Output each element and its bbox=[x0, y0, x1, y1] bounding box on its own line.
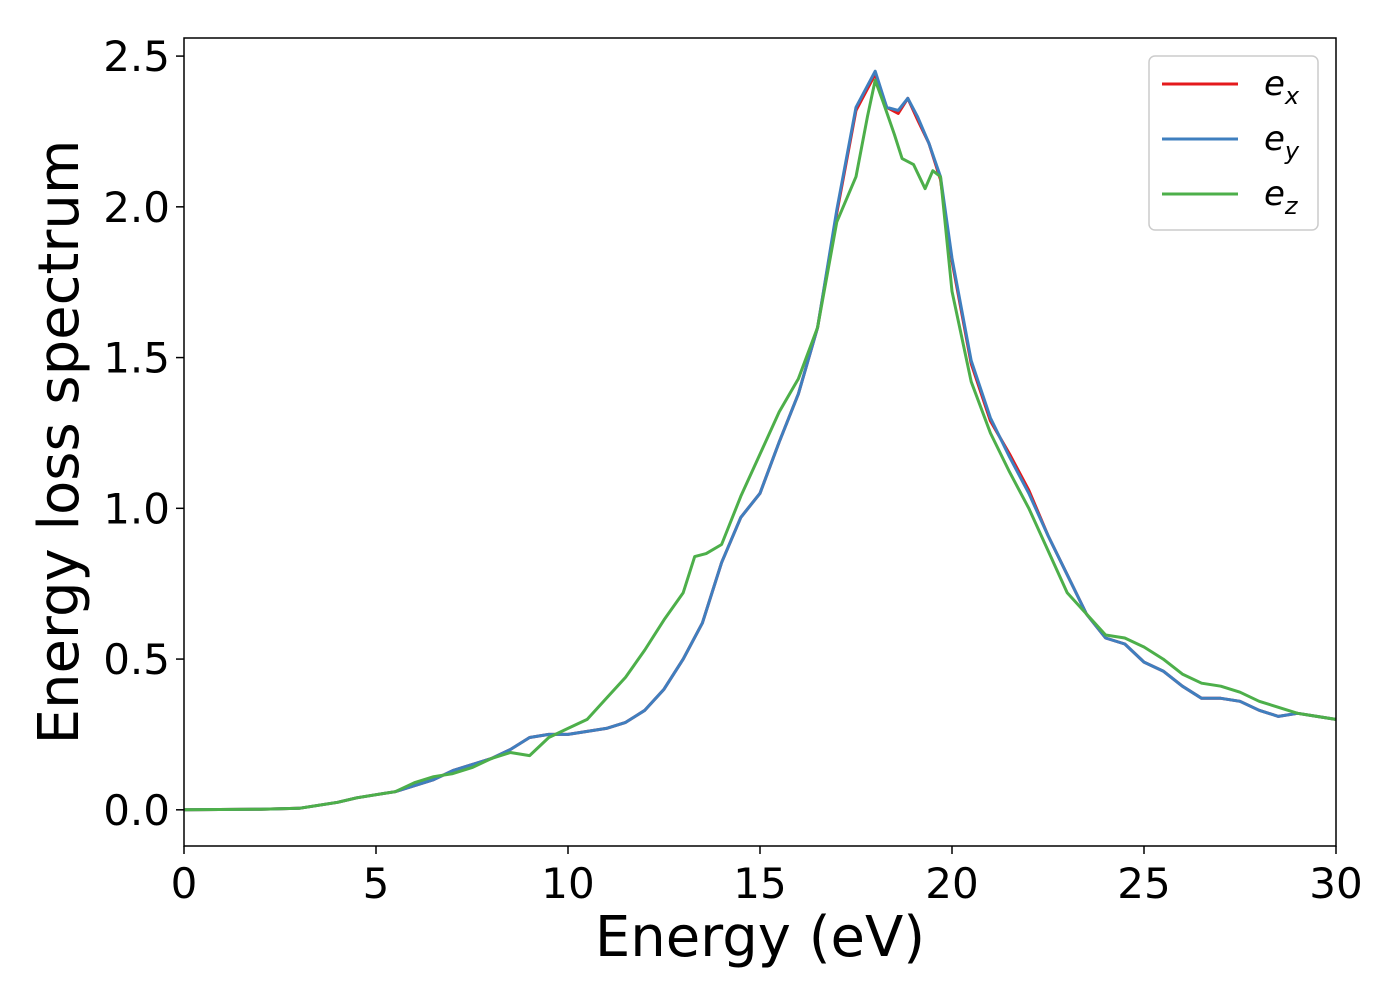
y-tick-label: 1.0 bbox=[103, 484, 170, 533]
series-lines bbox=[184, 69, 1336, 812]
y-tick-label: 1.5 bbox=[103, 334, 170, 383]
y-tick-label: 0.0 bbox=[103, 786, 170, 835]
y-tick-label: 0.5 bbox=[103, 635, 170, 684]
x-axis-title: Energy (eV) bbox=[595, 905, 925, 970]
x-tick-label: 15 bbox=[733, 859, 786, 908]
legend-box bbox=[1148, 55, 1319, 231]
x-tick-label: 30 bbox=[1309, 859, 1362, 908]
x-tick-label: 20 bbox=[925, 859, 978, 908]
y-tick-label: 2.5 bbox=[103, 32, 170, 81]
series-line-z bbox=[184, 78, 1336, 812]
y-tick-label: 2.0 bbox=[103, 183, 170, 232]
x-tick-label: 10 bbox=[541, 859, 594, 908]
x-tick-label: 5 bbox=[363, 859, 390, 908]
x-tick-label: 25 bbox=[1117, 859, 1170, 908]
x-tick-label: 0 bbox=[171, 859, 198, 908]
y-axis-title: Energy loss spectrum bbox=[27, 140, 92, 745]
